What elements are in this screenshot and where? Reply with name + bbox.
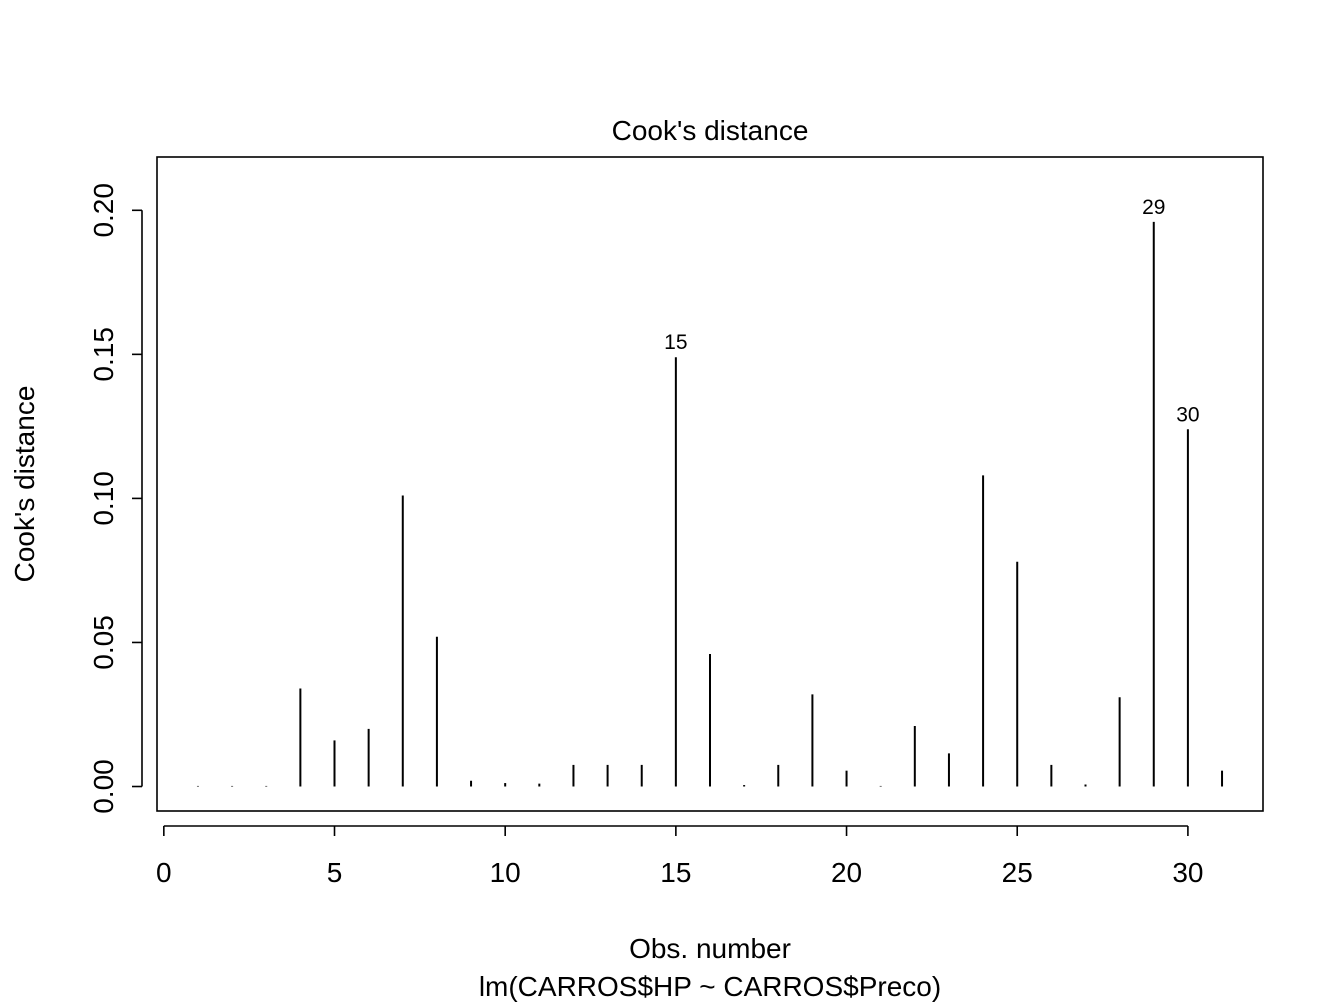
y-axis-label: Cook's distance [9,386,40,583]
x-tick-label-20: 20 [831,857,862,888]
point-labels-group: 15 29 30 [664,196,1199,426]
x-tick-label-30: 30 [1172,857,1203,888]
point-label-30: 30 [1176,403,1199,426]
y-tick-label-0.20: 0.20 [88,183,119,238]
x-axis-label: Obs. number [629,933,791,964]
point-label-15: 15 [664,331,687,354]
y-tick-label-0.10: 0.10 [88,471,119,526]
x-tick-label-0: 0 [156,857,172,888]
x-tick-label-25: 25 [1002,857,1033,888]
y-axis: 0.00 0.05 0.10 0.15 0.20 [88,183,143,814]
chart-subtitle: lm(CARROS$HP ~ CARROS$Preco) [479,971,941,1002]
y-tick-label-0.00: 0.00 [88,759,119,814]
x-tick-label-5: 5 [327,857,343,888]
x-tick-label-10: 10 [490,857,521,888]
plot-frame [156,156,1264,812]
bars-group [196,221,1224,787]
chart-title: Cook's distance [612,115,809,146]
x-axis: 0 5 10 15 20 25 30 [156,825,1203,888]
point-label-29: 29 [1142,196,1165,219]
y-tick-label-0.05: 0.05 [88,615,119,670]
x-tick-label-15: 15 [660,857,691,888]
y-tick-label-0.15: 0.15 [88,327,119,382]
